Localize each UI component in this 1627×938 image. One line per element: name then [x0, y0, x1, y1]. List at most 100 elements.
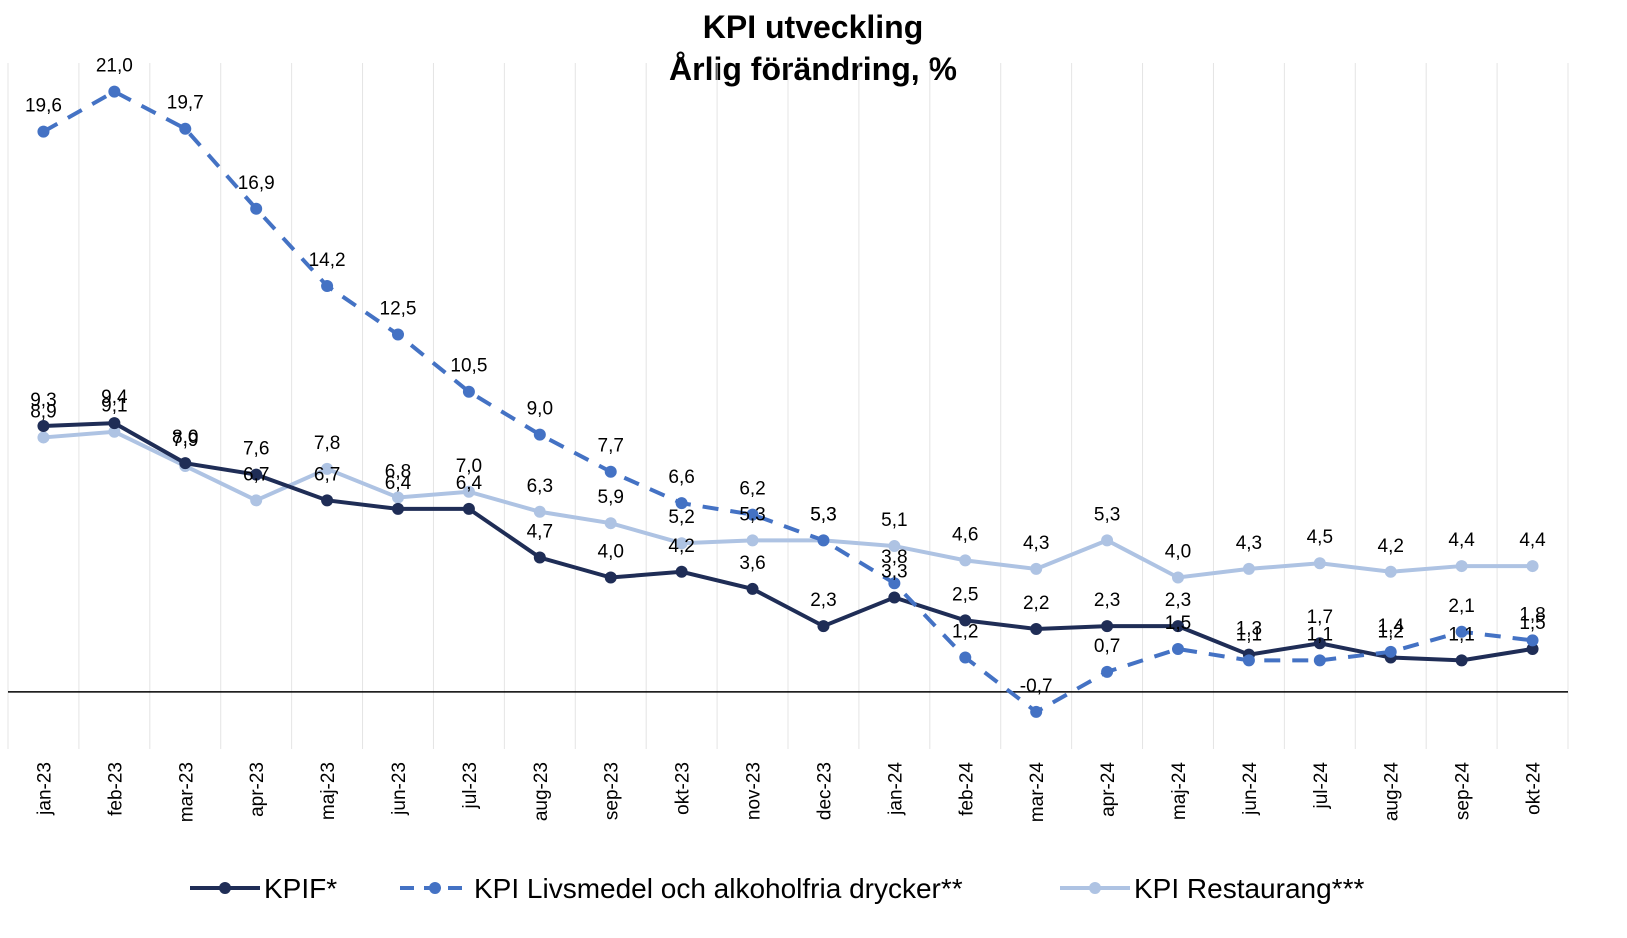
- data-label: 1,1: [1236, 624, 1262, 645]
- data-label: 6,3: [527, 476, 553, 497]
- data-label: 5,9: [598, 487, 624, 508]
- marker: [1526, 560, 1539, 573]
- marker: [1030, 622, 1043, 635]
- data-label: 7,9: [172, 430, 198, 451]
- chart-subtitle: Årlig förändring, %: [669, 51, 957, 87]
- data-label: 1,1: [1448, 624, 1474, 645]
- marker: [1313, 557, 1326, 570]
- marker: [1101, 620, 1114, 633]
- marker: [959, 651, 972, 664]
- marker: [1242, 654, 1255, 667]
- data-label: 8,0: [172, 427, 198, 448]
- marker: [746, 582, 759, 595]
- data-label: 5,3: [739, 504, 765, 525]
- marker: [888, 577, 901, 590]
- x-tick-label: aug-23: [531, 762, 552, 821]
- data-label: 6,4: [456, 473, 483, 494]
- data-label: 3,6: [739, 553, 765, 574]
- legend-marker: [219, 882, 231, 894]
- marker: [250, 202, 263, 215]
- marker: [675, 497, 688, 510]
- marker: [37, 431, 50, 444]
- legend-marker: [429, 882, 441, 894]
- data-label: 4,2: [668, 536, 694, 557]
- marker: [1101, 665, 1114, 678]
- data-label: 6,8: [385, 461, 411, 482]
- data-label: 7,0: [456, 456, 482, 477]
- x-tick-label: sep-23: [602, 762, 623, 820]
- data-label: 1,3: [1236, 619, 1262, 640]
- data-label: 10,5: [450, 356, 487, 377]
- data-label: 8,9: [30, 401, 56, 422]
- data-label: 6,2: [739, 479, 765, 500]
- marker: [108, 85, 121, 98]
- legend-item: KPIF*: [190, 873, 337, 904]
- marker: [250, 494, 263, 507]
- data-label: 2,1: [1448, 596, 1474, 617]
- marker: [959, 554, 972, 567]
- data-label: 1,5: [1165, 613, 1191, 634]
- data-label: 5,3: [810, 504, 836, 525]
- chart-title: KPI utveckling: [703, 9, 924, 45]
- data-label: 1,1: [1307, 624, 1333, 645]
- data-label: 6,7: [314, 464, 340, 485]
- x-tick-label: mar-23: [176, 762, 197, 822]
- line: [42, 89, 1533, 715]
- marker: [37, 125, 50, 138]
- data-label: 3,8: [881, 547, 907, 568]
- x-tick-label: jan-24: [885, 762, 906, 816]
- data-label: 9,1: [101, 396, 127, 417]
- data-label: 4,5: [1307, 527, 1333, 548]
- data-label: 6,4: [385, 473, 412, 494]
- marker: [250, 468, 263, 481]
- legend-item: KPI Livsmedel och alkoholfria drycker**: [400, 873, 963, 904]
- x-tick-label: apr-23: [247, 762, 268, 817]
- x-tick-label: okt-24: [1524, 762, 1545, 815]
- data-label: 7,6: [243, 439, 269, 460]
- data-label: 2,3: [810, 590, 836, 611]
- data-label: 21,0: [96, 56, 133, 77]
- data-label: 4,4: [1519, 530, 1546, 551]
- marker: [1172, 642, 1184, 655]
- data-label: 4,2: [1378, 536, 1404, 557]
- legend-label: KPI Restaurang***: [1134, 873, 1364, 904]
- marker: [1313, 654, 1326, 667]
- marker: [675, 537, 688, 550]
- marker: [1384, 645, 1397, 658]
- marker: [392, 328, 404, 341]
- data-label: 1,4: [1378, 616, 1405, 637]
- data-label: 9,4: [101, 387, 128, 408]
- x-tick-label: maj-24: [1169, 762, 1190, 821]
- x-tick-label: jul-24: [1311, 762, 1332, 810]
- data-label: 1,2: [1378, 622, 1404, 643]
- marker: [108, 417, 121, 430]
- data-label: 2,3: [1094, 590, 1120, 611]
- data-label: 19,7: [167, 93, 204, 114]
- x-tick-label: nov-23: [744, 762, 765, 820]
- marker: [321, 279, 334, 292]
- data-label: 3,3: [881, 562, 907, 583]
- marker: [888, 540, 901, 553]
- marker: [1455, 560, 1468, 573]
- marker: [392, 502, 404, 515]
- data-label: 1,8: [1519, 604, 1545, 625]
- marker: [1526, 642, 1539, 655]
- data-label: 1,7: [1307, 607, 1333, 628]
- data-label: 9,3: [30, 390, 56, 411]
- marker: [746, 508, 759, 521]
- data-label: 5,2: [668, 507, 694, 528]
- marker: [533, 428, 546, 441]
- marker: [1455, 654, 1468, 667]
- data-label: 19,6: [25, 96, 62, 117]
- marker: [533, 551, 546, 564]
- marker: [462, 385, 475, 398]
- marker: [675, 565, 688, 578]
- marker: [604, 517, 617, 530]
- data-label: 1,2: [952, 622, 978, 643]
- data-label: 1,5: [1519, 613, 1545, 634]
- marker: [321, 462, 334, 475]
- data-label: 6,6: [668, 467, 694, 488]
- marker: [37, 420, 50, 433]
- x-tick-label: jun-23: [389, 762, 410, 816]
- data-label: 4,7: [527, 521, 553, 542]
